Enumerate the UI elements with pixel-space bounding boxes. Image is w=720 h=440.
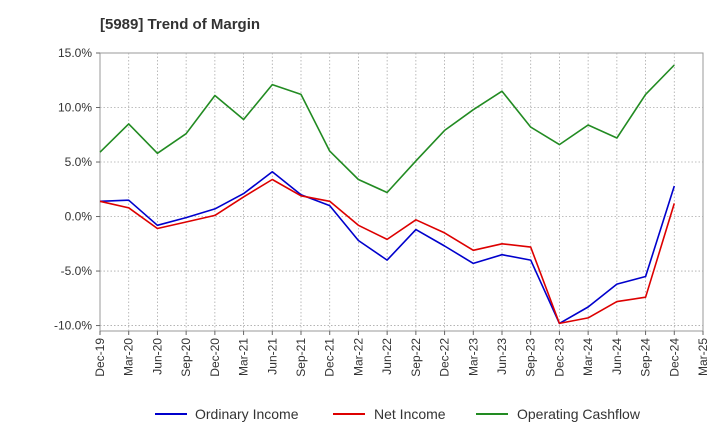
plot-frame [99, 52, 704, 332]
x-tick-label: Mar-22 [351, 338, 365, 376]
x-tick-label: Dec-22 [438, 338, 452, 377]
x-tick-label: Sep-24 [639, 338, 653, 377]
chart-title: [5989] Trend of Margin [100, 16, 261, 33]
x-tick-label: Sep-21 [294, 338, 308, 377]
x-tick-label: Sep-20 [179, 338, 193, 377]
series-lines [99, 64, 676, 325]
legend: Ordinary Income Net Income Operating Cashf… [155, 406, 641, 422]
legend-label-ordinary-income: Ordinary Income [195, 406, 299, 422]
x-tick-label: Dec-23 [552, 338, 566, 377]
x-tick-label: Sep-22 [409, 338, 423, 377]
x-tick-label: Jun-24 [610, 338, 624, 375]
axes: 15.0% 10.0% 5.0% 0.0% -5.0% -10.0%Dec-19 Mar-2… [54, 46, 710, 377]
x-tick-label: Mar-24 [581, 338, 595, 376]
x-tick-label: Dec-21 [323, 338, 337, 377]
x-tick-label: Mar-21 [237, 338, 251, 376]
x-tick-label: Jun-23 [495, 338, 509, 375]
x-tick-label: Dec-20 [208, 338, 222, 377]
x-tick-label: Jun-20 [150, 338, 164, 375]
y-tick-label: -10.0% [54, 319, 92, 333]
series-line-ordinary-income [99, 171, 676, 325]
x-tick-label: Dec-24 [667, 338, 681, 377]
grid-lines [99, 52, 704, 332]
series-line-operating-cashflow [99, 64, 675, 194]
x-tick-label: Jun-22 [380, 338, 394, 375]
y-tick-label: 5.0% [65, 155, 93, 169]
series-line-net-income [99, 178, 676, 325]
legend-label-net-income: Net Income [374, 406, 446, 422]
y-tick-label: 10.0% [58, 101, 92, 115]
x-tick-label: Mar-23 [466, 338, 480, 376]
x-tick-label: Sep-23 [524, 338, 538, 377]
legend-label-operating-cashflow: Operating Cashflow [517, 406, 641, 422]
x-tick-label: Mar-25 [696, 338, 710, 376]
y-tick-label: 0.0% [65, 210, 93, 224]
y-tick-label: 15.0% [58, 46, 92, 60]
x-tick-label: Mar-20 [122, 338, 136, 376]
x-tick-label: Dec-19 [93, 338, 107, 377]
x-tick-label: Jun-21 [265, 338, 279, 375]
y-tick-label: -5.0% [61, 264, 93, 278]
